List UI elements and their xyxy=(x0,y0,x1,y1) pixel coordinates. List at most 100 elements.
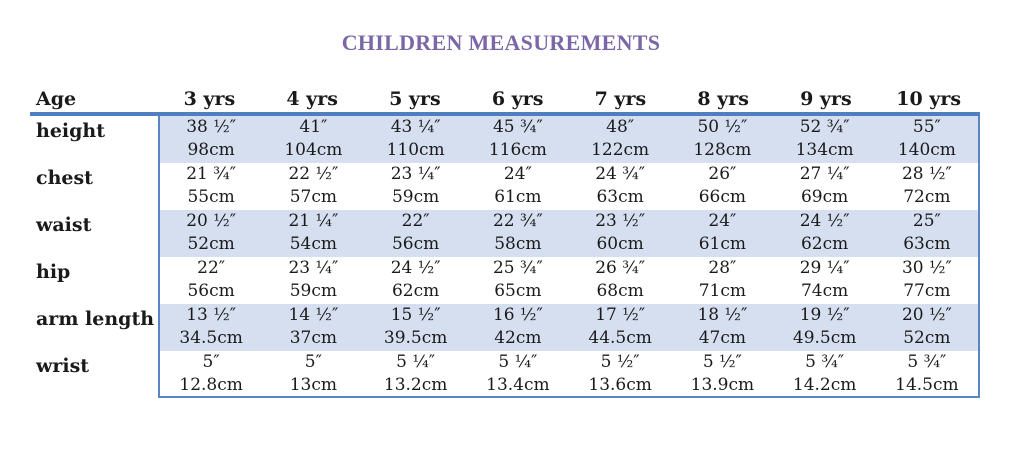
inches-value: 50 ½″ xyxy=(697,117,748,137)
inches-value: 5″ xyxy=(202,352,220,372)
cm-value: 116cm xyxy=(488,140,547,160)
column-header: 5 yrs xyxy=(389,88,441,110)
column-header: 10 yrs xyxy=(896,88,962,110)
cm-value: 62cm xyxy=(391,281,440,301)
measurement-cell: 22″ 56cm xyxy=(365,210,467,257)
measurement-cell: 5 ½″ 13.6cm xyxy=(569,351,671,396)
measurement-cell: 41″ 104cm xyxy=(262,116,364,163)
inches-value: 25 ¾″ xyxy=(492,258,543,278)
inches-value: 22″ xyxy=(401,211,430,231)
measurement-cell: 25″ 63cm xyxy=(876,210,978,257)
cm-value: 52cm xyxy=(903,328,951,348)
cm-value: 66cm xyxy=(698,187,747,207)
cm-value: 54cm xyxy=(289,234,338,254)
inches-value: 5 ¼″ xyxy=(396,352,436,372)
measurement-cell: 24 ½″ 62cm xyxy=(365,257,467,304)
cm-value: 68cm xyxy=(596,281,644,301)
cm-value: 52cm xyxy=(187,234,235,254)
cm-value: 13.2cm xyxy=(383,375,448,395)
measurement-cell: 23 ¼″ 59cm xyxy=(365,163,467,210)
age-header: Age xyxy=(36,88,77,110)
cm-value: 56cm xyxy=(187,281,235,301)
inches-value: 29 ¼″ xyxy=(799,258,850,278)
cm-value: 74cm xyxy=(800,281,849,301)
measurement-cell: 22 ¾″ 58cm xyxy=(467,210,569,257)
inches-value: 16 ½″ xyxy=(492,305,543,325)
cm-value: 57cm xyxy=(289,187,338,207)
measurement-cell: 19 ½″ 49.5cm xyxy=(774,304,876,351)
inches-value: 26″ xyxy=(708,164,737,184)
measurement-cell: 21 ¾″ 55cm xyxy=(160,163,262,210)
measurement-cell: 28″ 71cm xyxy=(671,257,773,304)
table-row: arm length 13 ½″ 34.5cm 14 ½″ 37cm 15 ½″ 39.5c… xyxy=(30,304,980,351)
cm-value: 59cm xyxy=(391,187,440,207)
inches-value: 28″ xyxy=(708,258,737,278)
row-cells: 21 ¾″ 55cm 22 ½″ 57cm 23 ¼″ 59cm 24″ 61cm 24 ¾″ 6… xyxy=(158,163,980,210)
inches-value: 5 ¾″ xyxy=(805,352,845,372)
inches-value: 24″ xyxy=(708,211,737,231)
cm-value: 61cm xyxy=(698,234,747,254)
cm-value: 47cm xyxy=(698,328,747,348)
inches-value: 5 ½″ xyxy=(600,352,640,372)
measurement-cell: 5″ 13cm xyxy=(262,351,364,396)
cm-value: 60cm xyxy=(596,234,644,254)
inches-value: 55″ xyxy=(912,117,941,137)
inches-value: 27 ¼″ xyxy=(799,164,850,184)
cm-value: 72cm xyxy=(903,187,951,207)
measurement-cell: 22 ½″ 57cm xyxy=(262,163,364,210)
row-label: hip xyxy=(36,261,71,283)
cm-value: 63cm xyxy=(903,234,951,254)
inches-value: 20 ½″ xyxy=(186,211,237,231)
cm-value: 104cm xyxy=(284,140,343,160)
cm-value: 37cm xyxy=(289,328,338,348)
inches-value: 17 ½″ xyxy=(595,305,646,325)
inches-value: 24 ¾″ xyxy=(595,164,646,184)
cm-value: 77cm xyxy=(903,281,951,301)
measurement-cell: 30 ½″ 77cm xyxy=(876,257,978,304)
cm-value: 13.6cm xyxy=(588,375,652,395)
inches-value: 21 ¾″ xyxy=(186,164,237,184)
inches-value: 23 ¼″ xyxy=(390,164,441,184)
measurement-cell: 26 ¾″ 68cm xyxy=(569,257,671,304)
measurement-cell: 20 ½″ 52cm xyxy=(160,210,262,257)
cm-value: 56cm xyxy=(391,234,440,254)
inches-value: 5 ½″ xyxy=(702,352,742,372)
inches-value: 18 ½″ xyxy=(697,305,748,325)
measurement-cell: 52 ¾″ 134cm xyxy=(774,116,876,163)
row-cells: 13 ½″ 34.5cm 14 ½″ 37cm 15 ½″ 39.5cm 16 ½″ 42cm… xyxy=(158,304,980,351)
column-header: 3 yrs xyxy=(183,88,236,110)
inches-value: 22 ½″ xyxy=(288,164,339,184)
inches-value: 52 ¾″ xyxy=(799,117,850,137)
inches-value: 24 ½″ xyxy=(799,211,850,231)
inches-value: 48″ xyxy=(606,117,635,137)
inches-value: 24″ xyxy=(503,164,532,184)
inches-value: 25″ xyxy=(912,211,941,231)
inches-value: 5 ¼″ xyxy=(498,352,538,372)
table-row: hip 22″ 56cm 23 ¼″ 59cm 24 ½″ 62cm 25 ¾″ 65cm 26 … xyxy=(30,257,980,304)
row-cells: 38 ½″ 98cm 41″ 104cm 43 ¼″ 110cm 45 ¾″ 116cm 48″… xyxy=(158,116,980,163)
row-cells: 22″ 56cm 23 ¼″ 59cm 24 ½″ 62cm 25 ¾″ 65cm 26 ¾″ 6… xyxy=(158,257,980,304)
cm-value: 49.5cm xyxy=(792,328,857,348)
measurement-cell: 21 ¼″ 54cm xyxy=(262,210,364,257)
inches-value: 24 ½″ xyxy=(390,258,441,278)
table-row: wrist 5″ 12.8cm 5″ 13cm 5 ¼″ 13.2cm 5 ¼″ 13.4cm 5… xyxy=(30,351,980,398)
cm-value: 14.2cm xyxy=(792,375,857,395)
inches-value: 38 ½″ xyxy=(186,117,237,137)
inches-value: 5 ¾″ xyxy=(907,352,947,372)
cm-value: 44.5cm xyxy=(588,328,652,348)
row-label: arm length xyxy=(36,308,155,330)
cm-value: 140cm xyxy=(897,140,956,160)
cm-value: 65cm xyxy=(494,281,542,301)
cm-value: 13.4cm xyxy=(486,375,550,395)
measurement-cell: 16 ½″ 42cm xyxy=(467,304,569,351)
cm-value: 122cm xyxy=(591,140,650,160)
row-label: waist xyxy=(36,214,92,236)
cm-value: 62cm xyxy=(800,234,849,254)
table-row: chest 21 ¾″ 55cm 22 ½″ 57cm 23 ¼″ 59cm 24″ 61cm 2… xyxy=(30,163,980,210)
page-title: CHILDREN MEASUREMENTS xyxy=(341,30,661,55)
measurement-cell: 38 ½″ 98cm xyxy=(160,116,262,163)
measurement-cell: 23 ¼″ 59cm xyxy=(262,257,364,304)
cm-value: 63cm xyxy=(596,187,644,207)
column-header: 7 yrs xyxy=(594,88,647,110)
inches-value: 41″ xyxy=(299,117,328,137)
